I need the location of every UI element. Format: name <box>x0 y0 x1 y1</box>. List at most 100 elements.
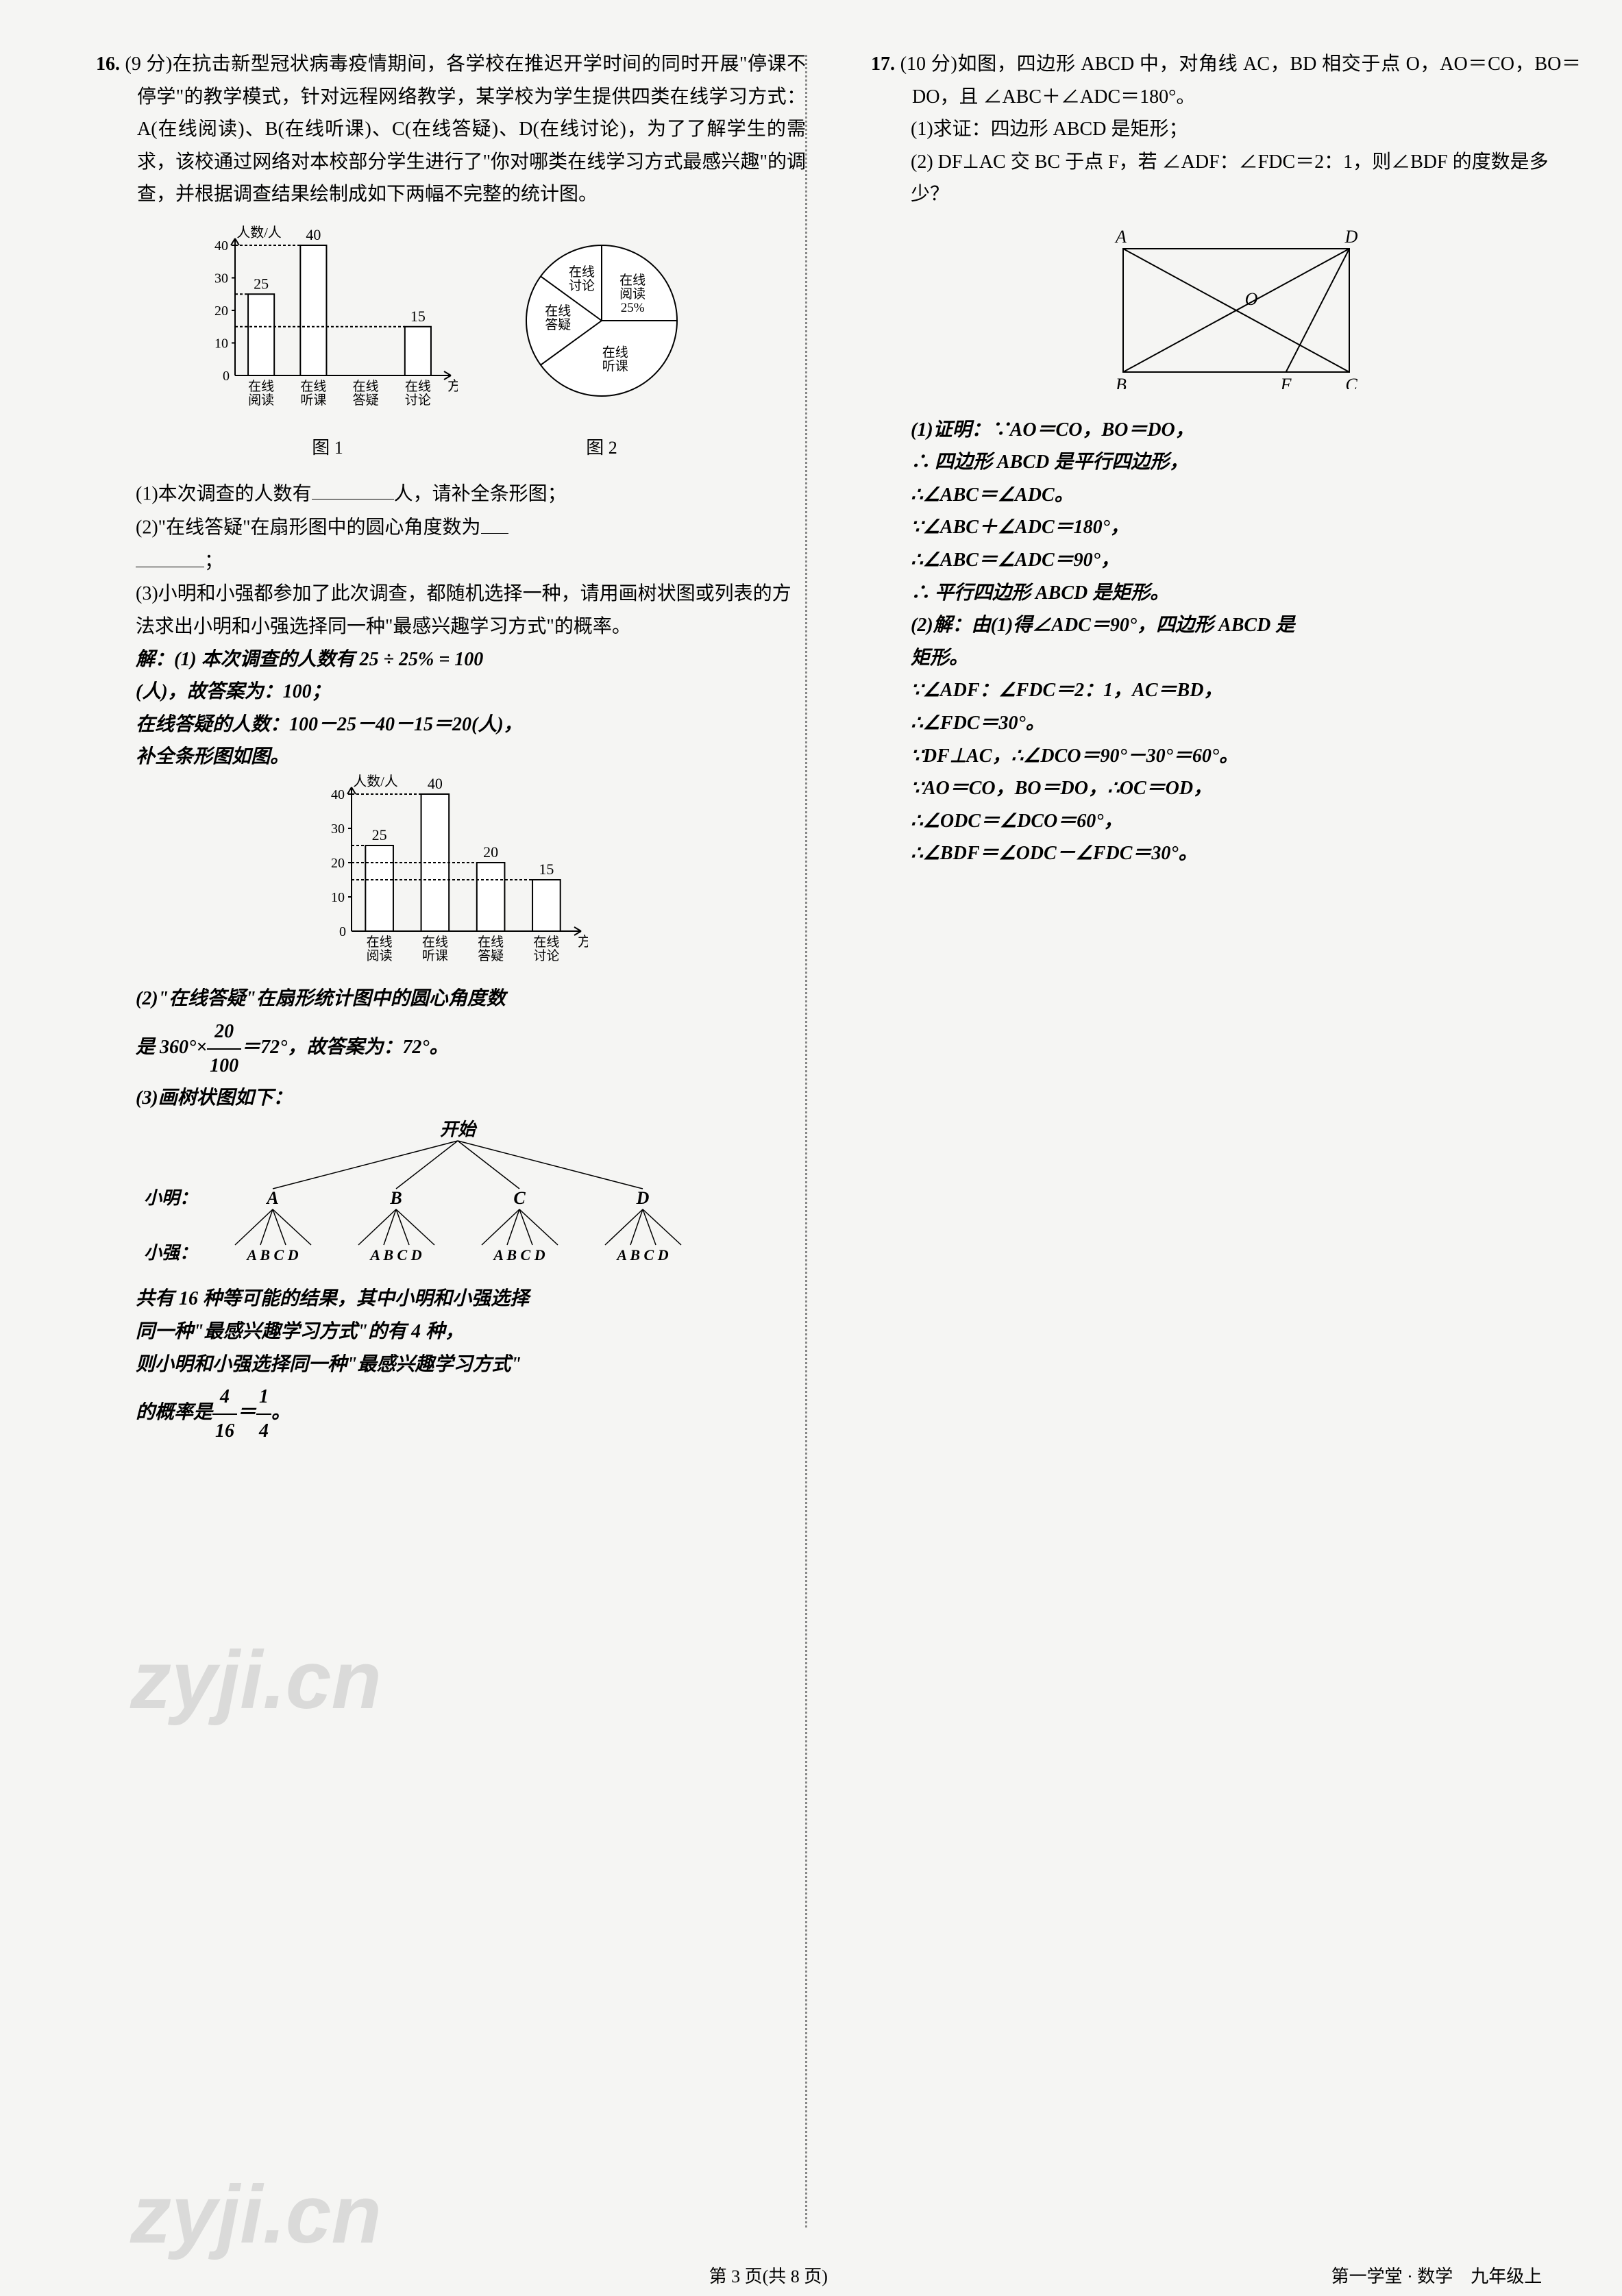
svg-text:A B C D: A B C D <box>492 1246 545 1263</box>
q17-sol1-l5: ∴∠ABC＝∠ADC＝90°， <box>911 544 1581 577</box>
q17-sol2-l4: ∴∠FDC＝30°。 <box>911 707 1581 740</box>
svg-text:30: 30 <box>214 271 228 286</box>
q16-sol3-l2: 同一种"最感兴趣学习方式"的有 4 种， <box>136 1316 806 1348</box>
q16-sol1-l4: 补全条形图如图。 <box>136 741 806 774</box>
q17-sol1-l2: ∴ 四边形 ABCD 是平行四边形， <box>911 446 1581 479</box>
fraction-4-16: 416 <box>212 1381 237 1447</box>
svg-text:小强：: 小强： <box>144 1243 197 1263</box>
svg-text:在线答疑: 在线答疑 <box>353 379 379 408</box>
q16-part3: (3)小明和小强都参加了此次调查，都随机选择一种，请用画树状图或列表的方法求出小… <box>136 578 806 643</box>
svg-text:20: 20 <box>483 843 498 861</box>
svg-text:0: 0 <box>339 924 346 939</box>
svg-text:方式: 方式 <box>578 934 588 950</box>
q17-number: 17. <box>871 53 895 75</box>
svg-text:0: 0 <box>223 369 230 384</box>
q16-sol3-l1: 共有 16 种等可能的结果，其中小明和小强选择 <box>136 1283 806 1316</box>
svg-text:A: A <box>1114 227 1127 247</box>
svg-text:A: A <box>265 1188 278 1208</box>
q16-text: 在抗击新型冠状病毒疫情期间，各学校在推迟开学时间的同时开展"停课不停学"的教学模… <box>137 53 806 205</box>
q17-stem: 17. (10 分)如图，四边形 ABCD 中，对角线 AC，BD 相交于点 O… <box>912 48 1581 113</box>
svg-text:在线阅读: 在线阅读 <box>248 379 274 408</box>
svg-text:人数/人: 人数/人 <box>236 225 282 240</box>
svg-text:B: B <box>1116 375 1127 389</box>
q16-points: (9 分) <box>125 53 173 75</box>
svg-text:在线听课: 在线听课 <box>602 345 628 374</box>
rectangle-figure: A D B C F O <box>871 225 1581 400</box>
svg-text:在线阅读25%: 在线阅读25% <box>619 273 646 315</box>
svg-text:在线答疑: 在线答疑 <box>545 304 571 332</box>
q17-sol1-l6: ∴ 平行四边形 ABCD 是矩形。 <box>911 577 1581 610</box>
svg-text:C: C <box>1345 375 1357 389</box>
svg-text:10: 10 <box>331 890 345 905</box>
svg-text:40: 40 <box>306 226 321 243</box>
q17-points: (10 分) <box>900 53 957 75</box>
svg-text:在线听课: 在线听课 <box>422 935 448 963</box>
svg-text:D: D <box>636 1188 650 1208</box>
svg-text:40: 40 <box>331 787 345 802</box>
svg-text:在线讨论: 在线讨论 <box>405 379 431 408</box>
svg-text:D: D <box>1344 227 1358 247</box>
svg-text:25: 25 <box>254 275 269 292</box>
svg-text:F: F <box>1280 375 1292 389</box>
svg-text:A B C D: A B C D <box>369 1246 421 1263</box>
svg-text:40: 40 <box>214 238 228 254</box>
svg-text:C: C <box>513 1188 526 1208</box>
svg-text:O: O <box>1245 289 1258 309</box>
q17-sol1-l1: (1)证明：∵AO＝CO，BO＝DO， <box>911 414 1581 447</box>
q17-sol2-l7: ∴∠ODC＝∠DCO＝60°， <box>911 805 1581 838</box>
fig1-label: 图 1 <box>197 433 458 463</box>
q16-sol2-l1: (2)"在线答疑"在扇形统计图中的圆心角度数 <box>136 983 806 1015</box>
q17-sol1-l3: ∴∠ABC＝∠ADC。 <box>911 479 1581 512</box>
q17-sol2-l3: ∵∠ADF：∠FDC＝2：1，AC＝BD， <box>911 674 1581 707</box>
q17-part2: (2) DF⊥AC 交 BC 于点 F，若 ∠ADF：∠FDC＝2：1，则∠BD… <box>911 146 1581 211</box>
svg-text:在线阅读: 在线阅读 <box>367 935 393 963</box>
svg-text:小明：: 小明： <box>144 1188 197 1208</box>
footer-page: 第 3 页(共 8 页) <box>709 2262 828 2292</box>
q17-sol2-l5: ∵DF⊥AC，∴∠DCO＝90°－30°＝60°。 <box>911 740 1581 773</box>
bar-chart-2: 102030400人数/人方式25在线阅读40在线听课20在线答疑15在线讨论 <box>96 774 806 983</box>
blank2 <box>481 510 508 534</box>
q16-sol1-l3: 在线答疑的人数：100－25－40－15＝20(人)， <box>136 708 806 741</box>
svg-text:30: 30 <box>331 822 345 837</box>
svg-text:A B C D: A B C D <box>615 1246 668 1263</box>
footer-title: 第一学堂 · 数学 九年级上 <box>1331 2262 1543 2292</box>
q16-stem: 16. (9 分)在抗击新型冠状病毒疫情期间，各学校在推迟开学时间的同时开展"停… <box>137 48 806 211</box>
tree-diagram: 开始小明： 小强： A A B C D B A B C D C A B C D D A B C D <box>136 1115 806 1283</box>
svg-text:在线讨论: 在线讨论 <box>569 264 595 293</box>
svg-text:开始: 开始 <box>440 1120 478 1139</box>
q16-sol3-l3: 则小明和小强选择同一种"最感兴趣学习方式" <box>136 1348 806 1381</box>
q17-part1: (1)求证：四边形 ABCD 是矩形； <box>911 113 1581 146</box>
fig2-label: 图 2 <box>499 433 704 463</box>
blank1 <box>312 477 394 500</box>
svg-text:40: 40 <box>428 775 443 792</box>
svg-text:人数/人: 人数/人 <box>353 774 398 789</box>
q17-sol1-l4: ∵∠ABC＋∠ADC＝180°， <box>911 511 1581 544</box>
column-divider <box>805 55 807 2227</box>
svg-text:15: 15 <box>410 308 426 325</box>
svg-text:方式: 方式 <box>447 378 458 394</box>
q16-sol1-l1: 解：(1) 本次调查的人数有 25 ÷ 25% = 100 <box>136 643 806 676</box>
svg-text:10: 10 <box>214 336 228 351</box>
q17-text: 如图，四边形 ABCD 中，对角线 AC，BD 相交于点 O，AO＝CO，BO＝… <box>912 53 1581 108</box>
q17-sol2-l2: 矩形。 <box>911 642 1581 675</box>
svg-text:25: 25 <box>372 826 387 843</box>
svg-text:A B C D: A B C D <box>245 1246 298 1263</box>
q16-charts: 102030400人数/人方式25在线阅读40在线听课在线答疑15在线讨论 图 … <box>96 225 806 463</box>
q17-sol2-l1: (2)解：由(1)得∠ADC＝90°，四边形 ABCD 是 <box>911 609 1581 642</box>
q16-number: 16. <box>96 53 120 75</box>
svg-text:B: B <box>389 1188 402 1208</box>
fraction-1-4: 14 <box>256 1381 271 1447</box>
pie-chart: 在线阅读25% 在线听课 在线答疑 在线讨论 图 2 <box>499 225 704 463</box>
svg-text:20: 20 <box>214 304 228 319</box>
svg-text:在线听课: 在线听课 <box>300 379 326 408</box>
fraction-20-100: 20100 <box>207 1015 241 1082</box>
q16-part2: (2)"在线答疑"在扇形图中的圆心角度数为 <box>136 510 806 544</box>
q16-part1: (1)本次调查的人数有人，请补全条形图； <box>136 477 806 510</box>
bar-chart-1: 10 20 30 40 0 人数/人方式 25 在线阅读 40 在线听课 在线答疑 15 在线讨论 图 … <box>197 225 458 463</box>
svg-text:15: 15 <box>539 861 554 878</box>
svg-text:在线答疑: 在线答疑 <box>478 935 504 963</box>
q16-sol3-l4: 的概率是416＝14。 <box>136 1381 806 1447</box>
q17-sol2-l8: ∴∠BDF＝∠ODC－∠FDC＝30°。 <box>911 837 1581 870</box>
q16-sol2-l2: 是 360°×20100＝72°，故答案为：72°。 <box>136 1015 806 1082</box>
q17-sol2-l6: ∵AO＝CO，BO＝DO，∴OC＝OD， <box>911 772 1581 805</box>
